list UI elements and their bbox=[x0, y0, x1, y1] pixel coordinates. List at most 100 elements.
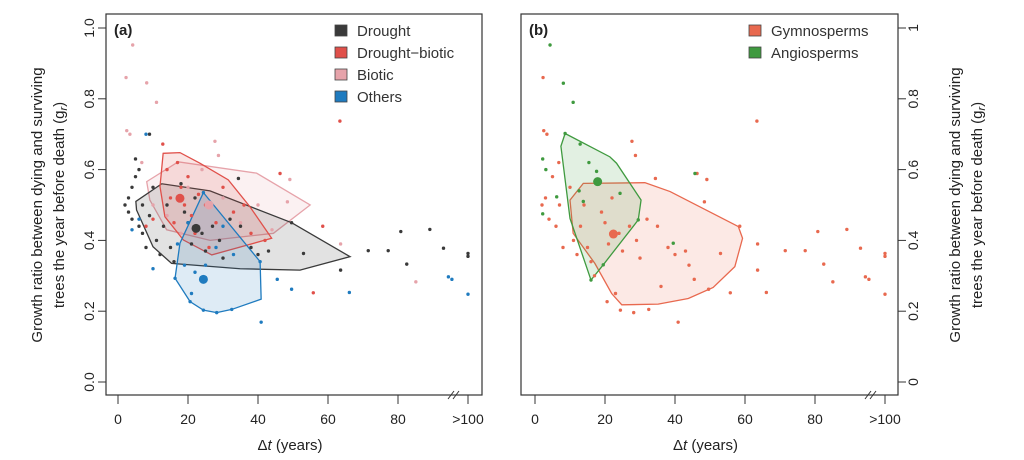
point-1-12 bbox=[671, 241, 675, 245]
legend-label: Others bbox=[357, 89, 402, 106]
point-0-38 bbox=[673, 252, 677, 257]
point-3-8 bbox=[186, 221, 190, 225]
point-3-25 bbox=[130, 228, 134, 232]
x-tick-label: 0 bbox=[114, 411, 122, 427]
point-1-13 bbox=[147, 213, 152, 218]
x-axis-label: Δt (years) bbox=[257, 437, 322, 454]
point-0-46 bbox=[845, 227, 849, 232]
x-tick-label: 60 bbox=[737, 411, 753, 427]
point-0-21 bbox=[582, 203, 586, 207]
point-1-28 bbox=[210, 224, 215, 228]
point-0-16 bbox=[561, 245, 565, 250]
point-0-16 bbox=[200, 167, 204, 172]
point-2-5 bbox=[179, 185, 183, 189]
x-label-prefix: Δ bbox=[257, 437, 267, 454]
y-tick-label: 0.2 bbox=[81, 301, 97, 321]
point-1-40 bbox=[366, 248, 370, 253]
point-0-19 bbox=[256, 203, 260, 207]
point-0-32 bbox=[634, 238, 639, 243]
point-2-2 bbox=[168, 196, 173, 200]
legend-swatch bbox=[334, 68, 348, 81]
point-1-13 bbox=[555, 195, 559, 199]
centroid-0 bbox=[204, 200, 214, 210]
point-3-26 bbox=[144, 132, 148, 136]
point-1-32 bbox=[236, 176, 241, 181]
point-1-7 bbox=[587, 160, 591, 165]
point-1-22 bbox=[182, 210, 187, 214]
point-0-41 bbox=[755, 268, 760, 272]
point-0-20 bbox=[270, 228, 274, 232]
point-0-10 bbox=[285, 200, 290, 204]
point-0-12 bbox=[547, 217, 551, 221]
x-label-var: t bbox=[683, 437, 688, 454]
point-0-27 bbox=[606, 242, 611, 246]
point-0-9 bbox=[831, 280, 835, 284]
point-0-55 bbox=[863, 275, 868, 279]
x-tick-label: >100 bbox=[869, 411, 901, 427]
point-1-0 bbox=[548, 43, 552, 47]
point-2-6 bbox=[182, 203, 187, 207]
point-3-6 bbox=[259, 320, 263, 324]
legend-label: Drought bbox=[357, 23, 411, 40]
point-1-4 bbox=[130, 217, 134, 221]
point-1-10 bbox=[581, 199, 585, 204]
point-3-2 bbox=[450, 277, 454, 282]
point-1-45 bbox=[441, 246, 446, 250]
point-0-42 bbox=[783, 248, 787, 253]
y-tick-label: 0.4 bbox=[905, 230, 921, 250]
plot-frame bbox=[105, 13, 483, 396]
point-1-46 bbox=[466, 251, 470, 256]
point-0-4 bbox=[125, 128, 129, 133]
point-3-21 bbox=[182, 263, 187, 267]
x-tick-label: >100 bbox=[452, 411, 484, 427]
point-1-5 bbox=[133, 174, 138, 179]
hull-1 bbox=[135, 183, 352, 271]
point-1-11 bbox=[693, 171, 697, 176]
point-2-0 bbox=[161, 142, 165, 146]
x-tick-label: 60 bbox=[320, 411, 336, 427]
point-2-21 bbox=[311, 291, 315, 295]
point-1-21 bbox=[179, 182, 183, 186]
y-tick-label: 0 bbox=[905, 378, 921, 386]
centroid-1 bbox=[191, 223, 201, 233]
point-0-9 bbox=[288, 177, 292, 182]
point-1-30 bbox=[221, 256, 225, 260]
point-2-4 bbox=[175, 160, 180, 165]
point-3-7 bbox=[201, 190, 206, 195]
y-label-text: trees the year before death (g bbox=[51, 111, 68, 309]
y-axis-label-line1: Growth ratio between dying and surviving bbox=[947, 67, 964, 342]
point-1-27 bbox=[203, 249, 208, 253]
point-1-42 bbox=[399, 229, 403, 234]
point-0-17 bbox=[221, 196, 225, 200]
point-0-54 bbox=[883, 292, 887, 296]
point-0-0 bbox=[541, 75, 545, 80]
point-2-19 bbox=[278, 171, 282, 176]
point-1-4 bbox=[544, 167, 548, 172]
point-0-56 bbox=[867, 277, 871, 282]
point-1-31 bbox=[228, 217, 232, 221]
y-tick-label: 0.6 bbox=[81, 160, 97, 180]
point-2-23 bbox=[151, 217, 155, 221]
hull-3 bbox=[174, 191, 262, 314]
point-0-7 bbox=[216, 153, 221, 158]
y-axis-label-line1: Growth ratio between dying and surviving bbox=[29, 67, 46, 342]
point-2-1 bbox=[165, 167, 169, 172]
point-2-12 bbox=[207, 245, 211, 250]
point-0-1 bbox=[542, 128, 546, 133]
point-1-38 bbox=[301, 251, 306, 256]
centroid-2 bbox=[175, 193, 185, 203]
panel-label: (b) bbox=[529, 22, 548, 39]
point-1-14 bbox=[577, 189, 581, 193]
point-3-15 bbox=[258, 259, 262, 264]
point-0-22 bbox=[585, 245, 590, 250]
x-label-var: t bbox=[268, 437, 273, 454]
point-0-14 bbox=[554, 224, 558, 228]
point-0-8 bbox=[755, 242, 760, 246]
point-3-11 bbox=[188, 299, 192, 304]
point-0-59 bbox=[692, 277, 696, 282]
point-1-0 bbox=[123, 203, 127, 207]
point-3-22 bbox=[189, 291, 194, 296]
point-1-39 bbox=[338, 268, 343, 272]
point-0-28 bbox=[610, 196, 614, 200]
point-2-24 bbox=[144, 224, 148, 228]
